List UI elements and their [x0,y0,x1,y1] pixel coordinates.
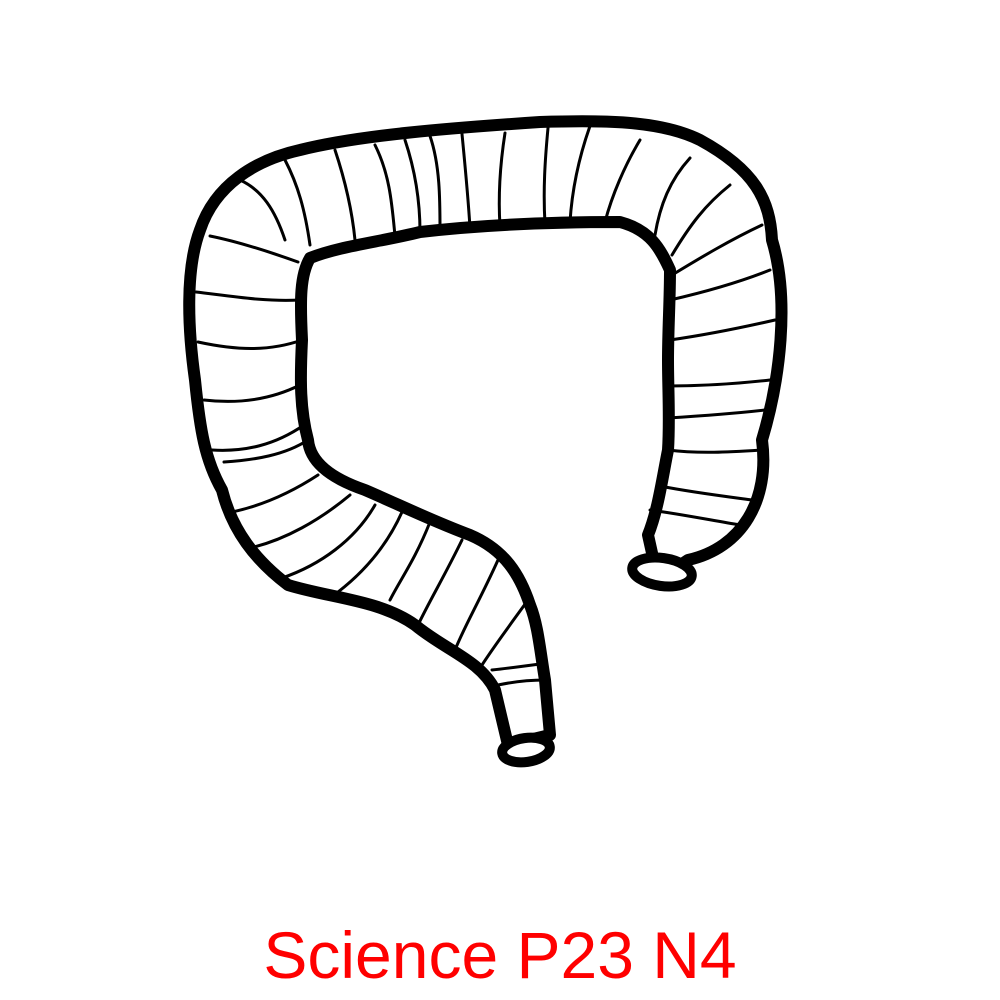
large-intestine-icon [183,115,788,768]
colon-segment-lines [194,124,777,687]
colon-outline [183,115,788,751]
page-caption: Science P23 N4 [263,918,737,992]
colon-openings [497,552,697,768]
